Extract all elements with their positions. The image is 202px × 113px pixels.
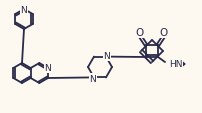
Text: O: O — [159, 28, 167, 38]
Text: O: O — [135, 28, 143, 38]
Text: N: N — [89, 74, 96, 83]
Text: N: N — [44, 64, 51, 73]
Text: N: N — [21, 5, 27, 14]
Text: N: N — [103, 52, 110, 61]
Text: HN: HN — [168, 60, 182, 69]
